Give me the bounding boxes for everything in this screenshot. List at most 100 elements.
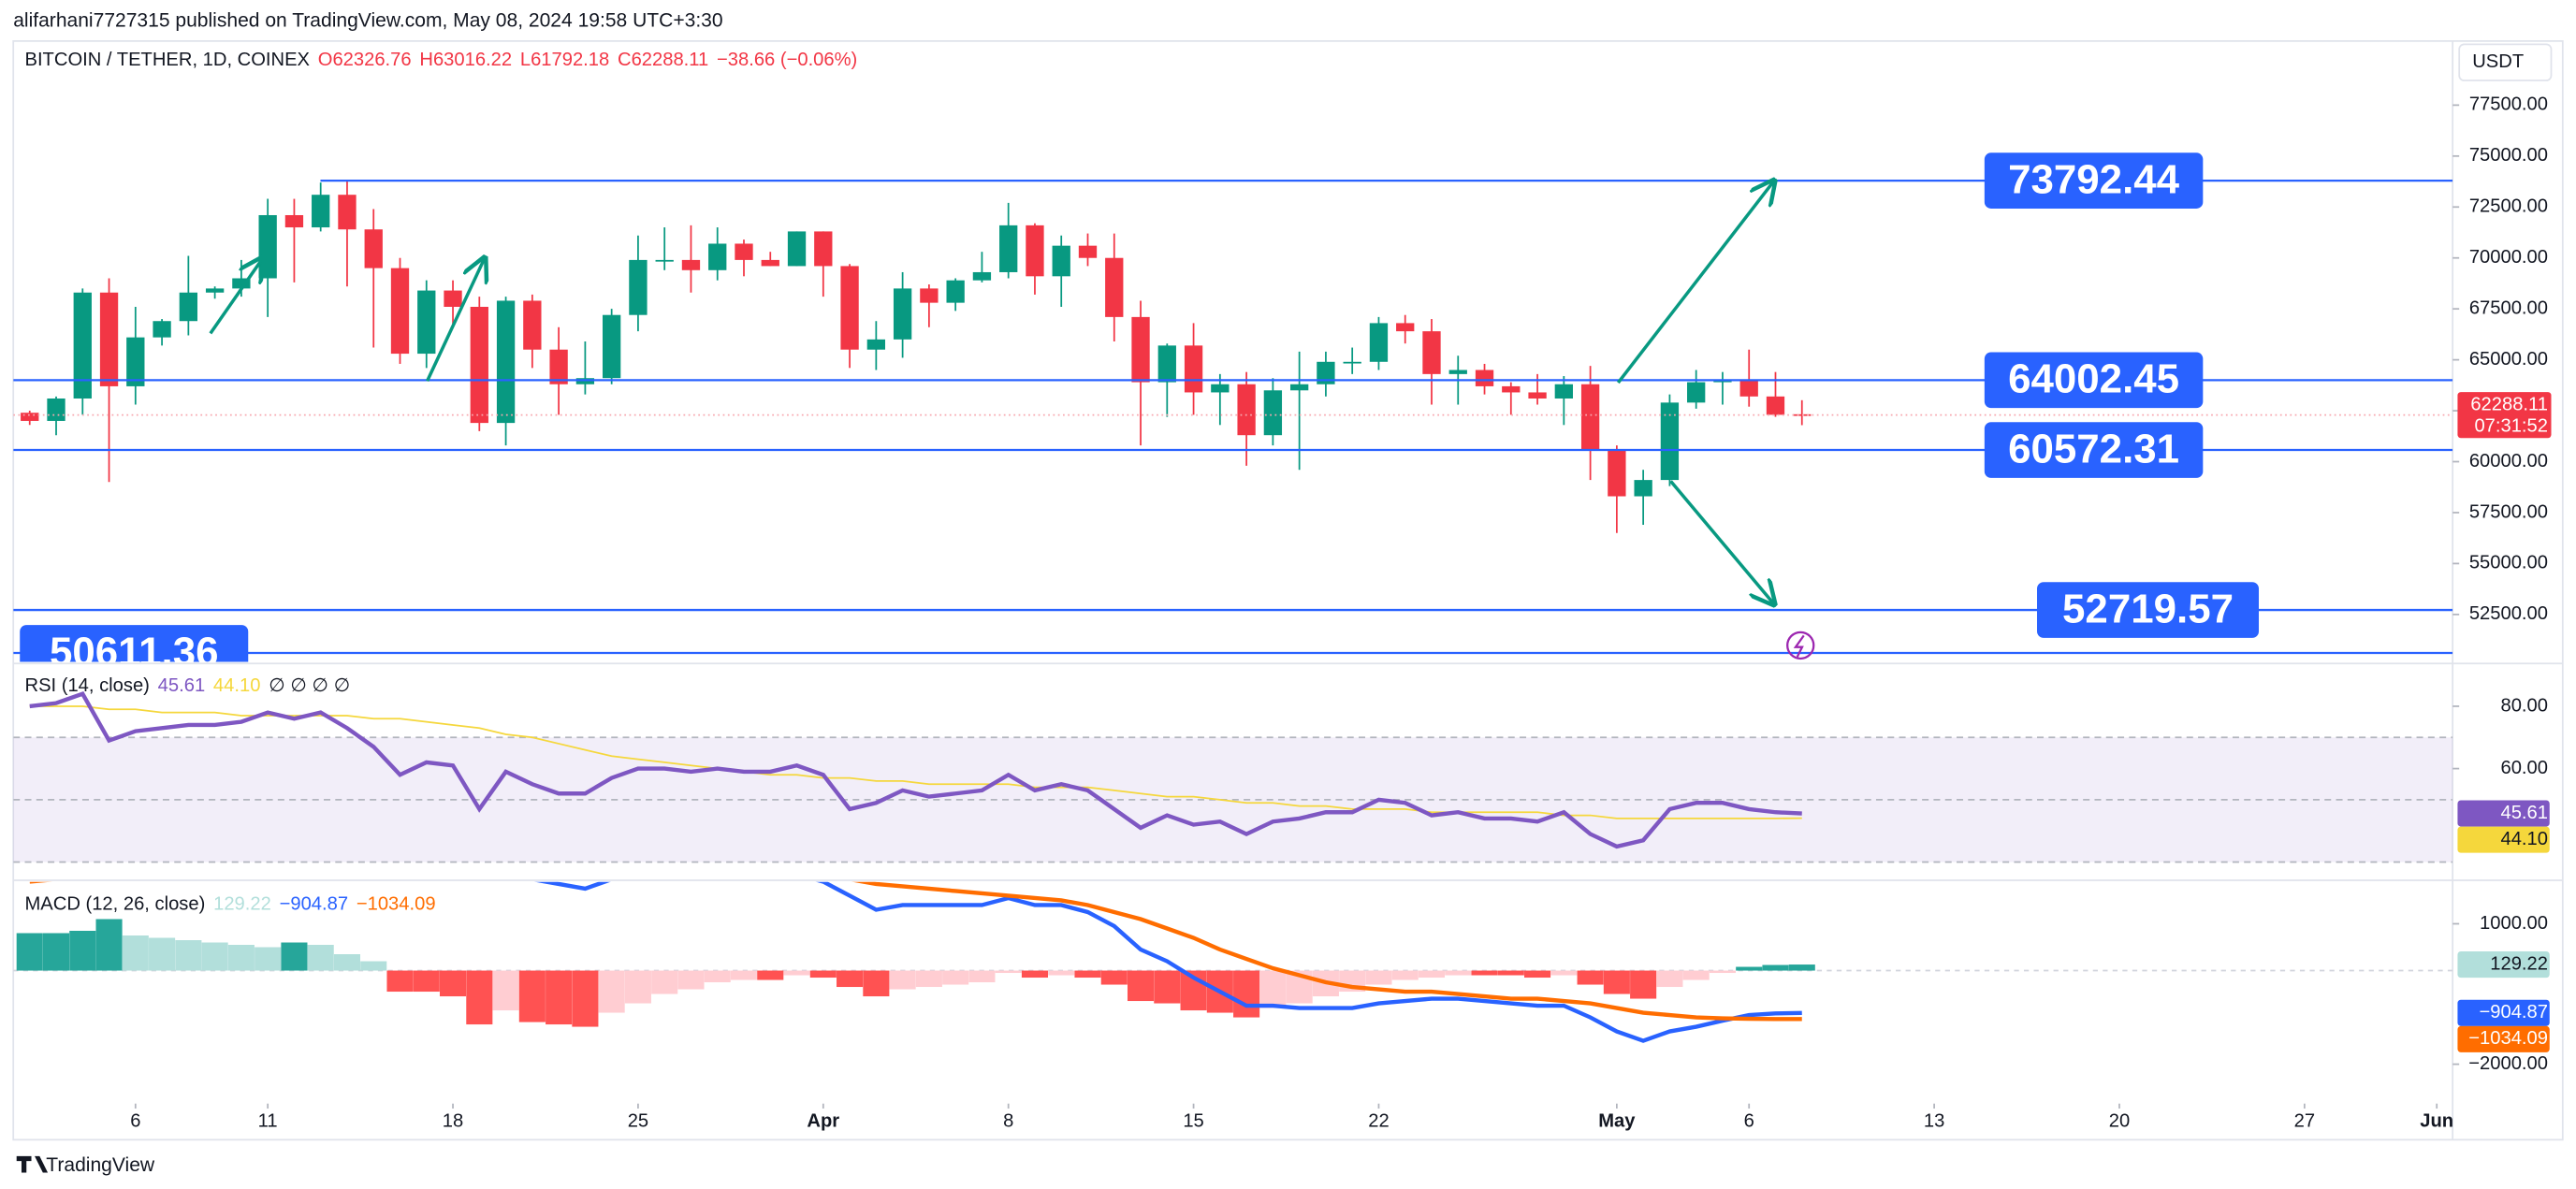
candle-body xyxy=(1052,245,1070,277)
y-tick-label: 52500.00 xyxy=(2469,603,2548,624)
currency: USDT xyxy=(2472,51,2524,72)
candle-body xyxy=(920,288,939,303)
candle-body xyxy=(761,259,779,267)
candle-body xyxy=(1263,390,1283,436)
candle-body xyxy=(1078,245,1098,258)
candle-body xyxy=(523,300,542,350)
candle-body xyxy=(1528,392,1547,399)
histogram-bar xyxy=(201,942,228,971)
candle-body xyxy=(284,214,304,228)
candle-body xyxy=(47,398,65,421)
candle-body xyxy=(1793,413,1812,416)
histogram-bar xyxy=(889,970,916,990)
legend-item: 44.10 xyxy=(213,675,260,696)
level-box xyxy=(20,625,249,662)
histogram-bar xyxy=(837,970,864,988)
histogram-bar xyxy=(783,970,810,976)
level-label: 64002.45 xyxy=(2008,356,2179,402)
candle-body xyxy=(126,337,145,386)
legend-item: H63016.22 xyxy=(419,50,512,70)
candle-body xyxy=(1396,323,1415,332)
histogram-bar xyxy=(863,970,890,997)
histogram-bar xyxy=(1497,970,1524,976)
event-icon-bolt xyxy=(1793,634,1805,658)
histogram-bar xyxy=(1709,970,1736,974)
histogram-bar xyxy=(1682,970,1710,980)
last-price: 62288.11 xyxy=(2470,394,2548,414)
legend: MACD (12, 26, close) 129.22 −904.87 −1034.0… xyxy=(25,894,436,915)
candle-body xyxy=(972,271,992,281)
x-tick-label: 13 xyxy=(1924,1110,1944,1131)
candle-body xyxy=(338,195,357,230)
candle-body xyxy=(1660,402,1680,481)
legend-item: RSI (14, close) xyxy=(25,675,150,696)
candle-body xyxy=(1184,345,1203,393)
candle-body xyxy=(1211,384,1230,393)
pane xyxy=(13,690,2453,863)
candle-body xyxy=(1713,380,1732,383)
candle-body xyxy=(1739,380,1758,397)
price-tag-label: −1034.09 xyxy=(2468,1028,2548,1049)
candle-body xyxy=(866,339,885,350)
x-tick-label: 25 xyxy=(628,1110,648,1131)
candle-body xyxy=(735,243,753,260)
pane: 73792.44 64002.45 60572.31 52719.57 50611.36 xyxy=(13,152,2453,662)
histogram-bar xyxy=(227,945,255,971)
brand: TradingView xyxy=(16,1154,155,1176)
level-box xyxy=(1984,422,2204,478)
histogram-bar xyxy=(1127,970,1155,1002)
candle-body xyxy=(21,413,39,421)
price-tag-label: 45.61 xyxy=(2501,803,2548,823)
histogram-bar xyxy=(1630,970,1657,999)
histogram-bar xyxy=(598,970,625,1013)
price-tag xyxy=(2457,951,2550,979)
histogram-bar xyxy=(704,970,731,983)
candle-body xyxy=(1608,449,1626,497)
candle-body xyxy=(1026,225,1044,277)
histogram-bar xyxy=(1391,970,1419,980)
legend-item: 45.61 xyxy=(158,675,205,696)
candle-body xyxy=(814,231,833,267)
price-tag xyxy=(2457,1025,2550,1052)
candle-body xyxy=(1687,382,1706,403)
series-line xyxy=(534,881,1802,1043)
y-tick-label: 60000.00 xyxy=(2469,451,2548,471)
histogram-bar xyxy=(42,933,70,971)
level-label: 52719.57 xyxy=(2062,586,2234,631)
candle-body xyxy=(153,321,171,338)
histogram-bar xyxy=(360,961,387,971)
histogram-bar xyxy=(413,970,440,993)
x-tick-label: 20 xyxy=(2109,1110,2130,1131)
legend: BITCOIN / TETHER, 1D, COINEX O62326.76 H63… xyxy=(25,50,858,70)
y-tick-label: 57500.00 xyxy=(2469,501,2548,522)
candle-body xyxy=(1422,331,1441,374)
candle-body xyxy=(390,268,410,355)
x-tick-label: May xyxy=(1598,1110,1636,1131)
candle-body xyxy=(840,266,859,350)
histogram-bar xyxy=(1154,970,1181,1004)
arrow xyxy=(426,258,485,383)
last-price-tag xyxy=(2457,392,2552,439)
histogram-bar xyxy=(1259,970,1287,1008)
histogram-bar xyxy=(1471,970,1498,976)
brand-logo xyxy=(16,1155,49,1173)
arrow xyxy=(1616,181,1774,384)
y-tick-label: 1000.00 xyxy=(2480,913,2548,934)
histogram-bar xyxy=(651,970,678,994)
candle-body xyxy=(496,300,516,424)
y-tick-label: 70000.00 xyxy=(2469,247,2548,268)
event-icon[interactable] xyxy=(1786,631,1815,660)
legend-item: L61792.18 xyxy=(520,50,609,70)
candle-body xyxy=(444,290,462,307)
y-tick-label: 60.00 xyxy=(2501,758,2548,778)
histogram-bar xyxy=(69,930,96,971)
legend-item: BITCOIN / TETHER, 1D, COINEX xyxy=(25,50,311,70)
series-line xyxy=(29,881,1802,1022)
price-tag xyxy=(2457,999,2550,1026)
histogram-bar xyxy=(333,954,361,971)
price-tag xyxy=(2457,800,2550,827)
candle-body xyxy=(602,314,621,379)
price-tag xyxy=(2457,826,2550,853)
